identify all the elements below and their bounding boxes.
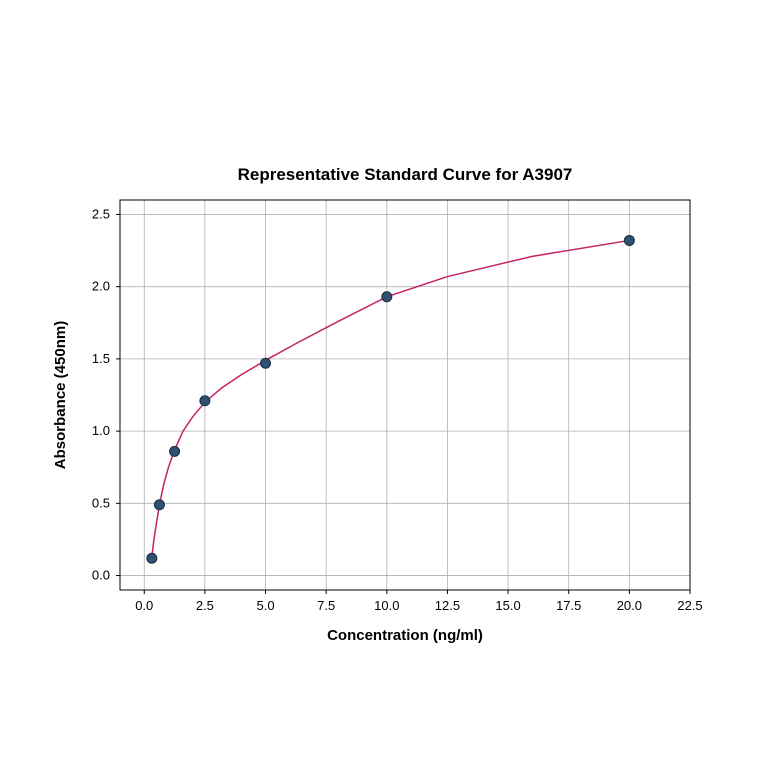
- data-point: [261, 358, 271, 368]
- x-axis-label: Concentration (ng/ml): [327, 627, 483, 644]
- x-tick-label: 12.5: [435, 598, 460, 613]
- standard-curve-chart: 0.0 2.5 5.0 7.5 10.0 12.5 15.0 17.5 20.0 22.5 0.0 0…: [0, 0, 764, 764]
- y-tick-label: 2.0: [92, 279, 110, 294]
- x-tick-label: 22.5: [677, 598, 702, 613]
- x-tick-label: 20.0: [617, 598, 642, 613]
- x-tick-label: 17.5: [556, 598, 581, 613]
- data-point: [200, 396, 210, 406]
- chart-title: Representative Standard Curve for A3907: [238, 165, 573, 184]
- y-tick-label: 0.5: [92, 495, 110, 510]
- y-tick-label: 1.5: [92, 351, 110, 366]
- data-point: [147, 553, 157, 563]
- y-tick-label: 0.0: [92, 568, 110, 583]
- x-tick-label: 2.5: [196, 598, 214, 613]
- y-tick-label: 2.5: [92, 206, 110, 221]
- data-point: [624, 235, 634, 245]
- y-tick-label: 1.0: [92, 423, 110, 438]
- data-point: [154, 500, 164, 510]
- x-tick-label: 0.0: [135, 598, 153, 613]
- chart-container: 0.0 2.5 5.0 7.5 10.0 12.5 15.0 17.5 20.0 22.5 0.0 0…: [0, 0, 764, 764]
- y-axis-label: Absorbance (450nm): [52, 321, 69, 469]
- data-point: [170, 446, 180, 456]
- x-tick-label: 10.0: [374, 598, 399, 613]
- x-tick-label: 15.0: [495, 598, 520, 613]
- x-tick-label: 7.5: [317, 598, 335, 613]
- x-tick-label: 5.0: [256, 598, 274, 613]
- data-point: [382, 292, 392, 302]
